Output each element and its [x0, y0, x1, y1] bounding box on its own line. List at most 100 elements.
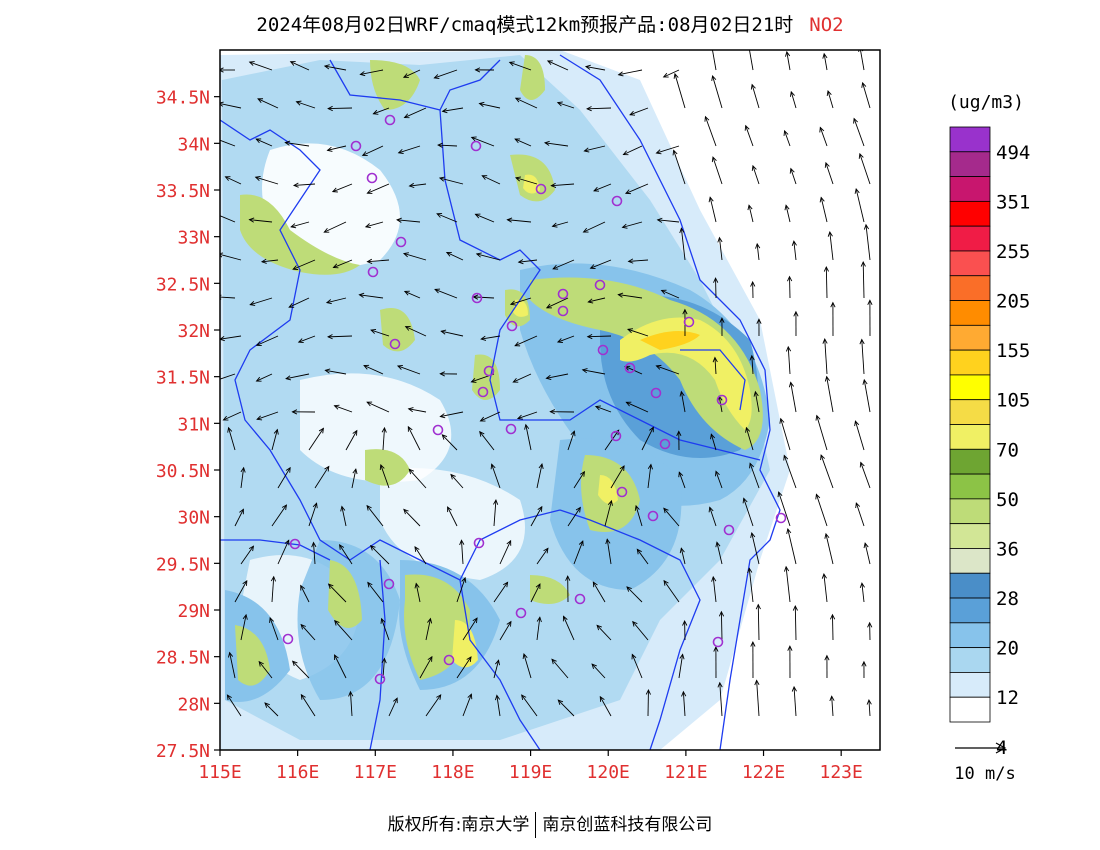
site-marker [289, 538, 301, 550]
legend-color-cell [949, 498, 991, 525]
wind-arrow [673, 72, 686, 109]
wind-arrow [402, 252, 427, 261]
wind-arrow [662, 69, 680, 78]
wind-arrow [584, 64, 606, 71]
wind-arrow [552, 259, 575, 270]
wind-arrow [220, 294, 236, 300]
wind-arrow [755, 242, 761, 261]
wind-arrow [819, 196, 828, 223]
lon-tick-label: 121E [664, 762, 707, 783]
wind-arrow [291, 409, 316, 415]
wind-arrow [827, 230, 834, 261]
legend-level-label: 70 [996, 439, 1019, 461]
wind-arrow [859, 338, 865, 375]
legend-color-cell [949, 572, 991, 599]
wind-arrow [436, 213, 458, 223]
wind-arrow [366, 504, 384, 527]
wind-arrow [573, 470, 585, 489]
wind-arrow [434, 288, 458, 299]
wind-arrow [627, 258, 649, 264]
wind-arrow [257, 98, 279, 109]
lat-tick-label: 29N [177, 601, 210, 622]
wind-arrow [419, 655, 433, 679]
wind-arrow [712, 356, 718, 375]
site-marker [712, 636, 724, 648]
wind-arrow [447, 506, 458, 527]
wind-arrow [551, 221, 569, 228]
field-green-c2 [365, 449, 410, 486]
wind-arrow [718, 610, 725, 641]
wind-arrow [536, 547, 549, 565]
wind-arrow [787, 275, 793, 299]
wind-arrow [450, 473, 464, 489]
wind-arrow [867, 621, 873, 641]
wind-arrow [323, 221, 347, 233]
wind-arrow [536, 616, 542, 641]
wind-arrow [712, 50, 717, 71]
site-marker [473, 537, 485, 549]
title-variable: NO2 [809, 14, 844, 36]
wind-arrow [617, 69, 643, 77]
site-marker [506, 320, 518, 332]
lon-tick-label: 115E [198, 762, 241, 783]
lat-tick-label: 34N [177, 134, 210, 155]
wind-arrow [546, 60, 569, 71]
wind-arrow [543, 140, 569, 147]
wind-arrow [240, 545, 255, 565]
wind-arrow [863, 223, 871, 261]
wind-arrow [589, 259, 612, 269]
wind-arrow [220, 215, 236, 223]
wind-arrow [369, 544, 390, 565]
legend-color-cell [949, 448, 991, 475]
wind-arrow [830, 301, 836, 337]
footer-divider [535, 812, 537, 838]
wind-arrow [292, 259, 316, 270]
wind-arrow [470, 136, 495, 147]
wind-arrow [494, 694, 501, 717]
wind-arrow [522, 653, 532, 679]
wind-arrow [438, 176, 464, 185]
wind-arrow [437, 142, 458, 148]
wind-arrow [755, 603, 761, 641]
field-white-patch4 [380, 468, 525, 580]
wind-arrow [621, 221, 643, 229]
wind-arrow [565, 575, 571, 603]
legend-level-label: 28 [996, 588, 1019, 610]
site-marker [650, 387, 662, 399]
wind-arrow [440, 329, 464, 337]
wind-arrow [567, 506, 581, 527]
lat-tick-label: 32.5N [156, 274, 210, 295]
wind-arrow [512, 373, 532, 383]
wind-arrow [308, 502, 318, 527]
legend-level-label: 20 [996, 638, 1019, 660]
lat-tick-label: 32N [177, 321, 210, 342]
wind-arrow [562, 615, 575, 641]
wind-arrow [348, 690, 354, 717]
wind-arrow [439, 371, 458, 377]
wind-arrow [866, 698, 872, 717]
site-marker [374, 673, 386, 685]
field-green-n2 [370, 60, 420, 110]
wind-arrow [655, 364, 680, 375]
wind-arrow [240, 613, 248, 641]
wind-arrow [713, 645, 719, 679]
site-marker [775, 512, 787, 524]
wind-arrow [636, 548, 649, 565]
wind-arrow [323, 64, 347, 71]
wind-arrow [708, 506, 717, 527]
wind-arrow [380, 617, 390, 641]
wind-arrow [220, 139, 236, 147]
wind-arrow [514, 335, 538, 347]
wind-arrow [433, 69, 458, 79]
wind-arrow [625, 401, 649, 413]
wind-arrow [594, 405, 612, 413]
legend-level-label: 255 [996, 241, 1030, 263]
wind-arrow [862, 378, 871, 413]
wind-arrow [711, 575, 717, 603]
wind-arrow [784, 204, 791, 223]
wind-arrow [327, 334, 353, 340]
wind-arrow [711, 74, 723, 109]
site-marker [395, 236, 407, 248]
wind-arrow [314, 465, 330, 489]
wind-arrow [711, 156, 723, 185]
